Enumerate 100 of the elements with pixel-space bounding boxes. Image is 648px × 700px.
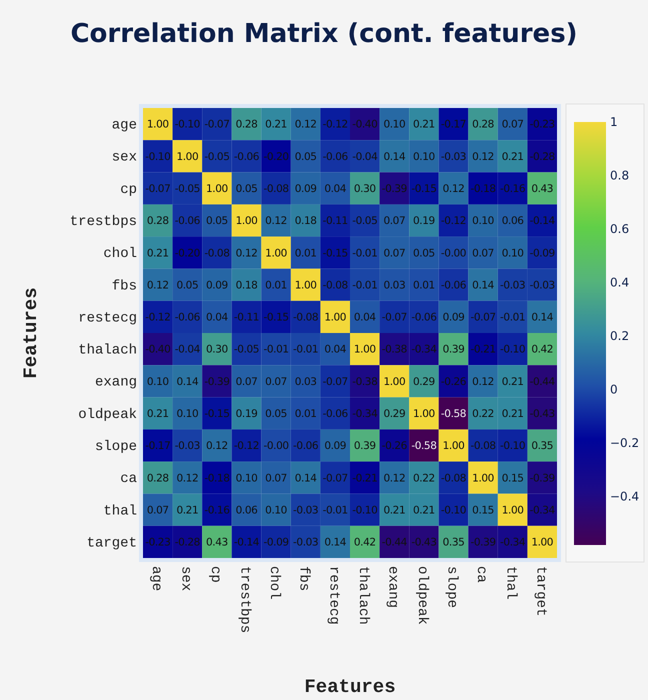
data-label: -0.03 [530,279,555,292]
data-label: 0.21 [146,247,169,260]
data-label: 0.22 [413,472,435,484]
data-label: 1.00 [531,536,554,549]
data-label: -0.43 [411,536,437,549]
data-label: -0.00 [263,440,289,452]
data-label: 0.07 [265,376,287,388]
data-label: 0.21 [413,504,435,516]
data-label: -0.08 [263,183,289,196]
data-label: -0.06 [293,440,319,452]
data-label: -0.26 [382,440,408,452]
data-label: 0.22 [472,408,494,420]
data-label: 0.18 [294,215,317,228]
data-label: -0.11 [322,215,348,228]
data-label: 1.00 [176,150,198,163]
data-label: -0.09 [263,536,289,549]
data-label: 0.03 [294,376,317,388]
data-label: -0.06 [411,312,438,324]
data-label: 0.12 [442,183,464,196]
data-label: -0.39 [204,376,230,388]
y-tick-label: fbs [112,278,137,294]
data-label: 0.21 [176,504,198,516]
data-label: -0.15 [411,183,437,196]
data-label: 0.21 [502,150,524,163]
data-label: -0.08 [440,472,466,484]
data-label: -0.39 [530,472,555,484]
data-label: -0.03 [174,440,200,452]
data-label: -0.58 [440,408,466,420]
data-label: 0.06 [236,504,258,516]
data-label: -0.23 [530,118,555,131]
data-label: 0.07 [383,215,406,228]
data-label: 0.03 [383,279,406,292]
data-label: -0.18 [470,183,496,196]
x-tick-label: chol [266,566,282,600]
data-label: 0.07 [236,376,258,388]
color-bar-label: −0.2 [610,436,640,450]
data-label: 0.10 [236,472,258,484]
data-label: 0.09 [442,312,464,324]
data-label: -0.21 [470,344,496,356]
data-label: -0.12 [440,215,466,228]
data-label: 0.12 [146,279,169,292]
data-label: 0.10 [413,150,435,163]
y-tick-label: ca [120,471,137,488]
data-label: 0.12 [294,118,317,131]
data-label: 0.01 [294,408,317,420]
x-axis-title: Features [304,676,396,698]
data-label: -0.10 [352,504,378,516]
y-tick-label: cp [120,182,137,198]
color-bar-label: 0.2 [610,329,630,344]
data-label: -0.44 [382,536,408,549]
data-label: -0.03 [293,504,318,516]
x-tick-label: cp [207,566,224,583]
data-label: -0.01 [322,504,348,516]
data-label: -0.34 [411,344,438,356]
data-label: 0.05 [413,247,435,260]
x-tick-label: target [532,566,548,616]
data-label: 0.10 [265,504,287,516]
data-label: 0.21 [265,118,287,131]
data-label: 0.05 [294,150,317,163]
data-label: -0.14 [530,215,556,228]
data-label: -0.08 [293,312,318,324]
chart-title: Correlation Matrix (cont. features) [70,19,578,49]
data-label: -0.18 [204,472,230,484]
data-label: 0.01 [294,247,317,260]
data-label: -0.34 [500,536,526,549]
data-label: -0.10 [440,504,466,516]
color-bar-label: 0 [610,382,618,397]
data-label: -0.07 [145,183,170,196]
data-label: 0.12 [176,472,198,484]
data-label: 0.21 [502,376,524,388]
data-label: -0.08 [204,247,230,260]
data-label: -0.28 [174,536,200,549]
data-label: 0.06 [502,215,524,228]
data-label: 0.14 [176,376,199,388]
data-label: 0.05 [265,408,287,420]
data-label: -0.01 [263,344,289,356]
x-tick-label: sex [177,566,194,592]
data-label: -0.38 [382,344,407,356]
data-label: 0.28 [236,118,258,131]
data-label: -0.21 [352,472,378,484]
color-bar-label: 0.8 [610,168,630,182]
data-label: 1.00 [442,440,464,452]
data-label: 0.35 [442,536,464,549]
x-tick-label: exang [384,566,400,608]
data-label: 0.09 [324,440,346,452]
data-label: 0.15 [472,504,494,516]
data-label: 0.01 [265,279,287,292]
data-label: 1.00 [502,504,524,516]
color-bar-label: 1 [610,114,618,129]
y-tick-label: sex [112,150,137,166]
data-label: 0.04 [324,183,347,196]
data-label: -0.40 [145,344,170,356]
x-tick-label: age [148,566,164,592]
data-label: -0.15 [322,247,348,260]
data-label: 1.00 [294,279,317,292]
x-tick-label: slope [444,566,460,608]
data-label: -0.04 [352,150,378,163]
data-label: 0.10 [146,376,169,388]
data-label: -0.00 [440,247,466,260]
data-label: 0.04 [324,344,347,356]
